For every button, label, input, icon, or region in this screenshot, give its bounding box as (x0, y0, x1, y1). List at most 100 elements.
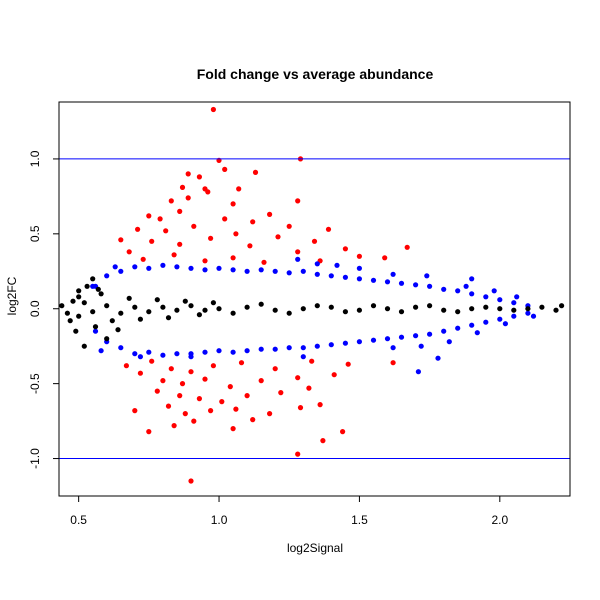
data-point-s0-46 (149, 358, 155, 364)
data-point-s1-11 (244, 268, 250, 274)
data-point-s0-82 (340, 429, 346, 435)
data-point-s1-20 (370, 277, 377, 283)
data-point-s1-78 (300, 354, 306, 360)
y-axis-label: log2FC (5, 276, 19, 315)
data-point-s1-7 (188, 265, 194, 271)
data-point-s1-64 (90, 283, 96, 289)
data-point-s1-57 (441, 328, 447, 334)
data-point-s2-25 (525, 306, 531, 312)
data-point-s1-42 (230, 349, 236, 355)
data-point-s2-55 (104, 336, 110, 342)
data-point-s1-37 (160, 352, 166, 358)
data-point-s0-61 (258, 378, 264, 384)
data-point-s0-49 (210, 363, 216, 369)
data-point-s0-75 (267, 411, 273, 417)
data-point-s2-16 (272, 307, 278, 313)
data-point-s1-82 (98, 348, 104, 354)
data-point-s0-10 (295, 198, 301, 204)
data-point-s1-69 (390, 271, 396, 277)
data-point-s0-73 (208, 408, 214, 414)
data-point-s1-26 (455, 288, 461, 294)
data-point-s1-27 (469, 291, 475, 297)
data-point-s0-29 (342, 246, 348, 252)
data-point-s1-71 (463, 283, 469, 289)
data-point-s1-32 (92, 328, 99, 334)
data-point-s0-6 (252, 169, 259, 175)
data-point-s0-87 (317, 402, 323, 408)
data-point-s0-74 (233, 406, 239, 412)
data-point-s1-59 (469, 322, 475, 328)
data-point-s1-21 (384, 279, 391, 285)
data-point-s1-51 (356, 339, 362, 345)
data-point-s1-47 (300, 345, 306, 351)
data-point-s2-59 (115, 327, 121, 333)
data-point-s2-54 (90, 276, 96, 282)
data-point-s2-36 (137, 316, 143, 322)
data-point-s1-74 (418, 343, 424, 349)
data-point-s2-0 (59, 303, 65, 309)
data-point-s1-40 (202, 349, 208, 355)
data-point-s1-29 (497, 297, 503, 303)
data-point-s2-34 (109, 318, 115, 324)
data-point-s0-68 (244, 393, 250, 399)
data-point-s0-18 (222, 216, 228, 222)
data-point-s0-28 (311, 238, 318, 244)
data-point-s2-51 (483, 304, 489, 310)
data-point-s0-0 (210, 106, 216, 113)
data-point-s2-32 (67, 318, 73, 324)
data-point-s2-26 (539, 304, 545, 310)
data-point-s1-86 (514, 294, 520, 300)
data-point-s2-46 (342, 309, 348, 315)
data-point-s2-43 (258, 301, 264, 307)
data-point-s0-3 (185, 171, 191, 177)
data-point-s1-46 (286, 345, 292, 351)
data-point-s0-30 (404, 244, 410, 250)
data-point-s2-48 (398, 309, 405, 315)
data-point-s1-58 (455, 325, 461, 331)
data-point-s1-9 (216, 265, 222, 271)
data-point-s2-4 (81, 300, 87, 306)
data-point-s0-39 (126, 249, 132, 255)
data-point-s1-1 (104, 273, 110, 279)
data-point-s2-20 (384, 306, 391, 312)
data-point-s0-62 (295, 375, 301, 381)
data-point-s2-23 (469, 306, 475, 312)
data-point-s2-13 (202, 307, 208, 313)
data-point-s0-25 (191, 223, 197, 229)
axes: 0.5 1.0 1.5 2.0 -1.0 -0.5 0.0 0.5 1.0 (28, 150, 508, 527)
data-point-s0-85 (250, 417, 256, 423)
data-point-s1-62 (511, 313, 517, 319)
data-point-s0-5 (222, 166, 228, 172)
data-point-s1-13 (272, 268, 278, 274)
data-point-s0-48 (188, 369, 194, 375)
data-point-s2-15 (244, 304, 250, 310)
data-point-s2-8 (132, 304, 138, 310)
data-point-s0-81 (320, 438, 326, 444)
data-point-s0-35 (247, 243, 253, 249)
data-point-s0-24 (163, 228, 169, 234)
data-point-s0-70 (306, 385, 312, 391)
data-point-s2-18 (328, 304, 334, 310)
data-point-s0-52 (309, 358, 315, 364)
data-point-s1-30 (511, 300, 517, 306)
data-point-s1-17 (328, 273, 334, 279)
data-point-s1-80 (137, 354, 143, 360)
data-point-s0-9 (236, 186, 242, 192)
chart-title: Fold change vs average abundance (197, 66, 434, 82)
data-point-s0-78 (171, 423, 177, 429)
y-tick-label-2: 0.0 (28, 300, 42, 317)
x-tick-label-0: 0.5 (70, 513, 87, 527)
data-point-s2-14 (216, 306, 222, 312)
data-point-s1-66 (314, 261, 320, 267)
data-point-s2-22 (441, 307, 447, 313)
data-point-s1-24 (427, 283, 433, 289)
data-point-s1-55 (413, 333, 419, 339)
data-point-s2-33 (98, 291, 104, 297)
data-point-s1-44 (258, 346, 264, 352)
data-point-s0-56 (137, 370, 143, 376)
data-point-s2-53 (73, 328, 79, 334)
data-point-s2-31 (76, 294, 82, 300)
data-point-s0-84 (188, 478, 194, 484)
data-point-s1-56 (427, 331, 433, 337)
data-point-s1-38 (174, 351, 180, 357)
